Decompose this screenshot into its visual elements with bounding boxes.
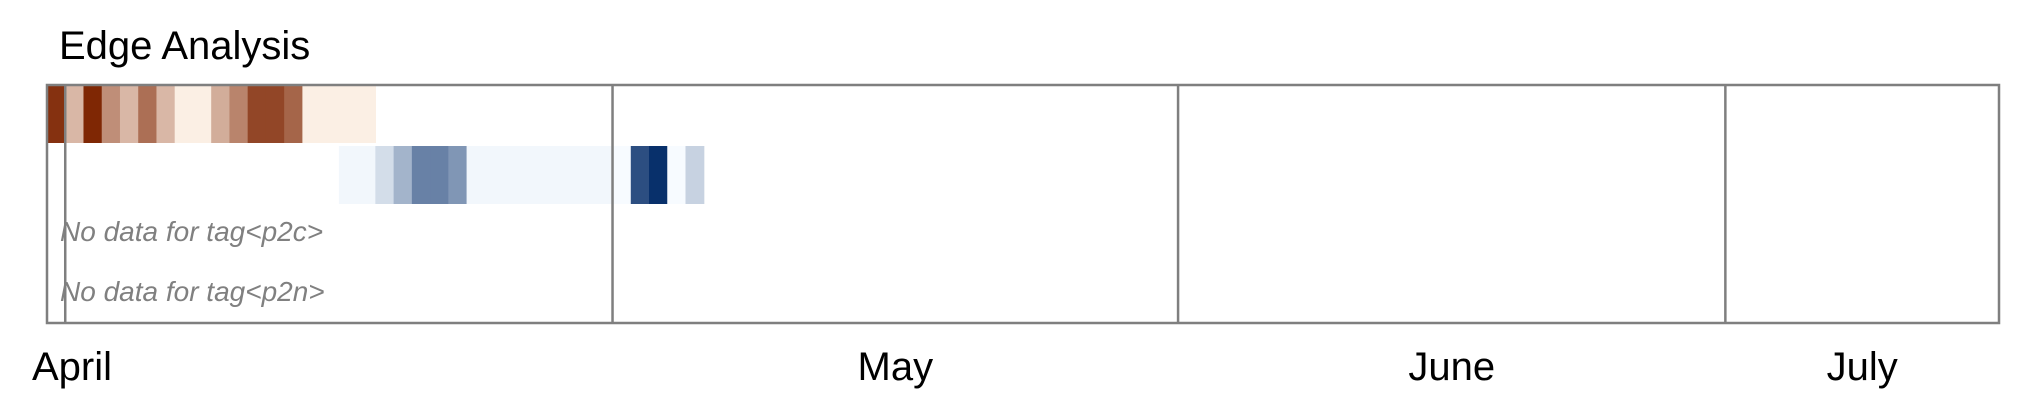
heatmap-cell-oranges-7 — [174, 85, 194, 143]
heatmap-cell-oranges-15 — [320, 85, 340, 143]
month-label-may: May — [858, 345, 934, 389]
heatmap-cell-oranges-17 — [357, 85, 376, 143]
month-label-april: April — [32, 345, 112, 389]
heatmap-cell-blues-1 — [357, 146, 376, 204]
chart-title: Edge Analysis — [59, 24, 310, 68]
heatmap-cell-oranges-14 — [302, 85, 322, 143]
heatmap-cell-blues-14 — [594, 146, 614, 204]
plot-frame — [45, 83, 2001, 325]
heatmap-cell-blues-10 — [521, 146, 541, 204]
heatmap-cell-blues-6 — [448, 146, 468, 204]
heatmap-cell-blues-3 — [393, 146, 413, 204]
heatmap-cell-oranges-16 — [338, 85, 358, 143]
heatmap-cell-oranges-1 — [65, 85, 85, 143]
heatmap-cell-blues-13 — [576, 146, 595, 204]
heatmap-cell-oranges-6 — [156, 85, 176, 143]
heatmap-cell-oranges-13 — [284, 85, 303, 143]
plot-border — [45, 83, 2001, 325]
heatmap-cell-blues-11 — [539, 146, 559, 204]
month-dividers — [63, 85, 1727, 323]
heatmap-cell-blues-18 — [667, 146, 687, 204]
heatmap-cell-blues-17 — [649, 146, 668, 204]
heatmap-cell-blues-0 — [338, 146, 358, 204]
heatmap-cell-oranges-5 — [138, 85, 158, 143]
heatmap-cell-oranges-10 — [229, 85, 249, 143]
month-axis-labels: April May June July — [32, 345, 1898, 389]
heatmap-cell-blues-19 — [685, 146, 705, 204]
heatmap-cell-blues-9 — [503, 146, 522, 204]
heatmap-cell-oranges-2 — [83, 85, 103, 143]
heatmap-cell-blues-5 — [430, 146, 449, 204]
no-data-labels: No data for tag<p2c> No data for tag<p2n… — [60, 216, 325, 307]
heatmap-cell-blues-7 — [466, 146, 486, 204]
heatmap-cell-oranges-4 — [119, 85, 139, 143]
month-label-july: July — [1827, 345, 1898, 389]
heatmap-cell-blues-8 — [484, 146, 504, 204]
heatmap-cell-blues-2 — [375, 146, 395, 204]
heatmap-cell-oranges-11 — [247, 85, 267, 143]
no-data-label-p2n: No data for tag<p2n> — [60, 276, 325, 307]
heatmap-cell-oranges-9 — [211, 85, 231, 143]
month-label-june: June — [1408, 345, 1495, 389]
heatmap-cell-blues-4 — [411, 146, 431, 204]
heatmap-cell-oranges-3 — [101, 85, 121, 143]
heatmap-cells — [47, 85, 705, 204]
heatmap-cell-blues-12 — [557, 146, 577, 204]
no-data-label-p2c: No data for tag<p2c> — [60, 216, 323, 247]
heatmap-cell-oranges-12 — [265, 85, 285, 143]
heatmap-cell-oranges-0 — [47, 85, 66, 143]
heatmap-cell-oranges-8 — [192, 85, 212, 143]
heatmap-cell-blues-15 — [612, 146, 632, 204]
heatmap-cell-blues-16 — [630, 146, 650, 204]
